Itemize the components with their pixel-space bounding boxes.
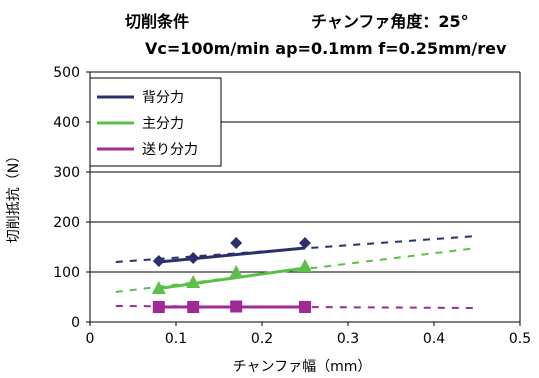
legend-label-1: 主分力: [142, 116, 184, 132]
data-point-2-0: [152, 301, 165, 313]
legend-label-2: 送り分力: [142, 142, 198, 158]
x-tick-label-0: 0: [86, 331, 95, 347]
y-tick-label-0: 0: [71, 315, 80, 331]
data-point-2-3: [299, 301, 311, 313]
trend-dashed-line-0: [115, 235, 478, 263]
data-point-1-0: [151, 281, 166, 294]
legend-label-0: 背分力: [142, 90, 184, 106]
x-tick-label-3: 0.3: [337, 331, 359, 347]
chart-title-chamfer-angle: チャンファ角度：25°: [311, 12, 469, 31]
trend-solid-line-1: [158, 266, 306, 290]
x-tick-label-5: 0.5: [509, 331, 531, 347]
data-point-2-2: [230, 300, 243, 313]
data-point-2-1: [187, 301, 200, 313]
data-point-1-3: [298, 259, 312, 272]
x-tick-label-4: 0.4: [423, 331, 445, 347]
chart-title-conditions: 切削条件: [125, 12, 189, 31]
x-axis-title: チャンファ幅（mm）: [233, 359, 372, 375]
y-tick-label-4: 400: [53, 115, 80, 131]
y-tick-label-5: 500: [53, 65, 80, 81]
y-tick-label-2: 200: [53, 215, 80, 231]
x-tick-label-1: 0.1: [165, 331, 187, 347]
data-point-0-0: [152, 255, 165, 267]
data-point-0-2: [230, 237, 243, 249]
data-point-0-3: [299, 237, 311, 249]
chart-subtitle: Vc=100m/min ap=0.1mm f=0.25mm/rev: [145, 39, 507, 58]
y-tick-label-1: 100: [53, 265, 80, 281]
trend-solid-line-0: [158, 246, 306, 264]
y-axis-title: 切削抵抗（N）: [6, 149, 22, 243]
x-tick-label-2: 0.2: [251, 331, 273, 347]
y-tick-label-3: 300: [53, 165, 80, 181]
data-point-1-1: [186, 275, 201, 288]
data-point-1-2: [229, 265, 244, 278]
plot-area: 0 100 200 300 400 500 0 0.1 0.2 0.3 0.4 0.5 背分力主分力送り…: [53, 65, 531, 347]
data-point-0-1: [187, 252, 200, 264]
